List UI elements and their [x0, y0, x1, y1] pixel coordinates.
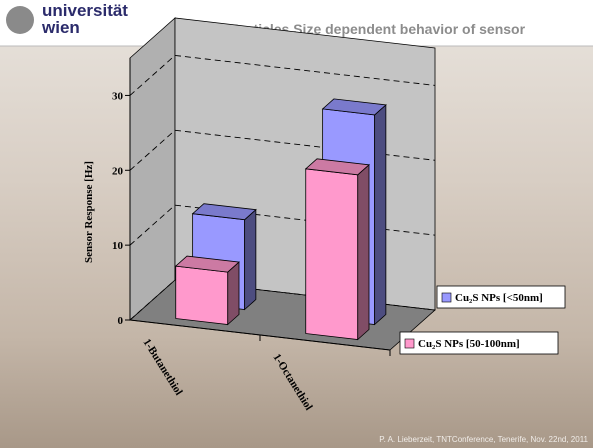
bar-side: [357, 163, 370, 341]
y-tick-label: 20: [112, 165, 124, 177]
grid-line: [174, 129, 436, 161]
y-tick-label: 0: [118, 315, 124, 327]
y-tick-label: 10: [112, 240, 124, 252]
bar-top: [174, 255, 240, 273]
legend-label: Cu₂S NPs [50-100nm]: [418, 338, 520, 350]
grid-line: [129, 279, 176, 321]
grid-line: [129, 55, 176, 96]
bar-front: [175, 265, 229, 325]
grid-line: [129, 129, 176, 171]
x-tick-label: 1-Butanethiol: [140, 337, 184, 398]
legend-swatch: [441, 292, 452, 303]
y-axis-label: Sensor Response [Hz]: [83, 161, 95, 263]
bar-top: [191, 203, 257, 221]
logo-text: wien: [41, 18, 80, 37]
logo-text: universität: [42, 1, 128, 20]
legend-box: [399, 331, 559, 355]
legend-box: [436, 285, 566, 309]
footer: P. A. Lieberzeit, TNTConference, Tenerif…: [379, 435, 588, 444]
logo-seal: [6, 6, 34, 34]
bar-top: [321, 98, 387, 116]
x-tick-label: 1-Octanethiol: [270, 352, 314, 413]
legend-label: Cu₂S NPs [<50nm]: [455, 292, 543, 304]
bar-top: [304, 158, 370, 176]
grid-line: [174, 54, 436, 86]
bar-side: [227, 261, 240, 326]
bar-side: [374, 104, 387, 326]
grid-line: [129, 204, 176, 246]
bar-front: [305, 168, 359, 340]
y-tick-label: 30: [112, 90, 124, 102]
legend-swatch: [404, 338, 415, 349]
side-wall: [129, 17, 176, 321]
bar-side: [244, 208, 257, 311]
